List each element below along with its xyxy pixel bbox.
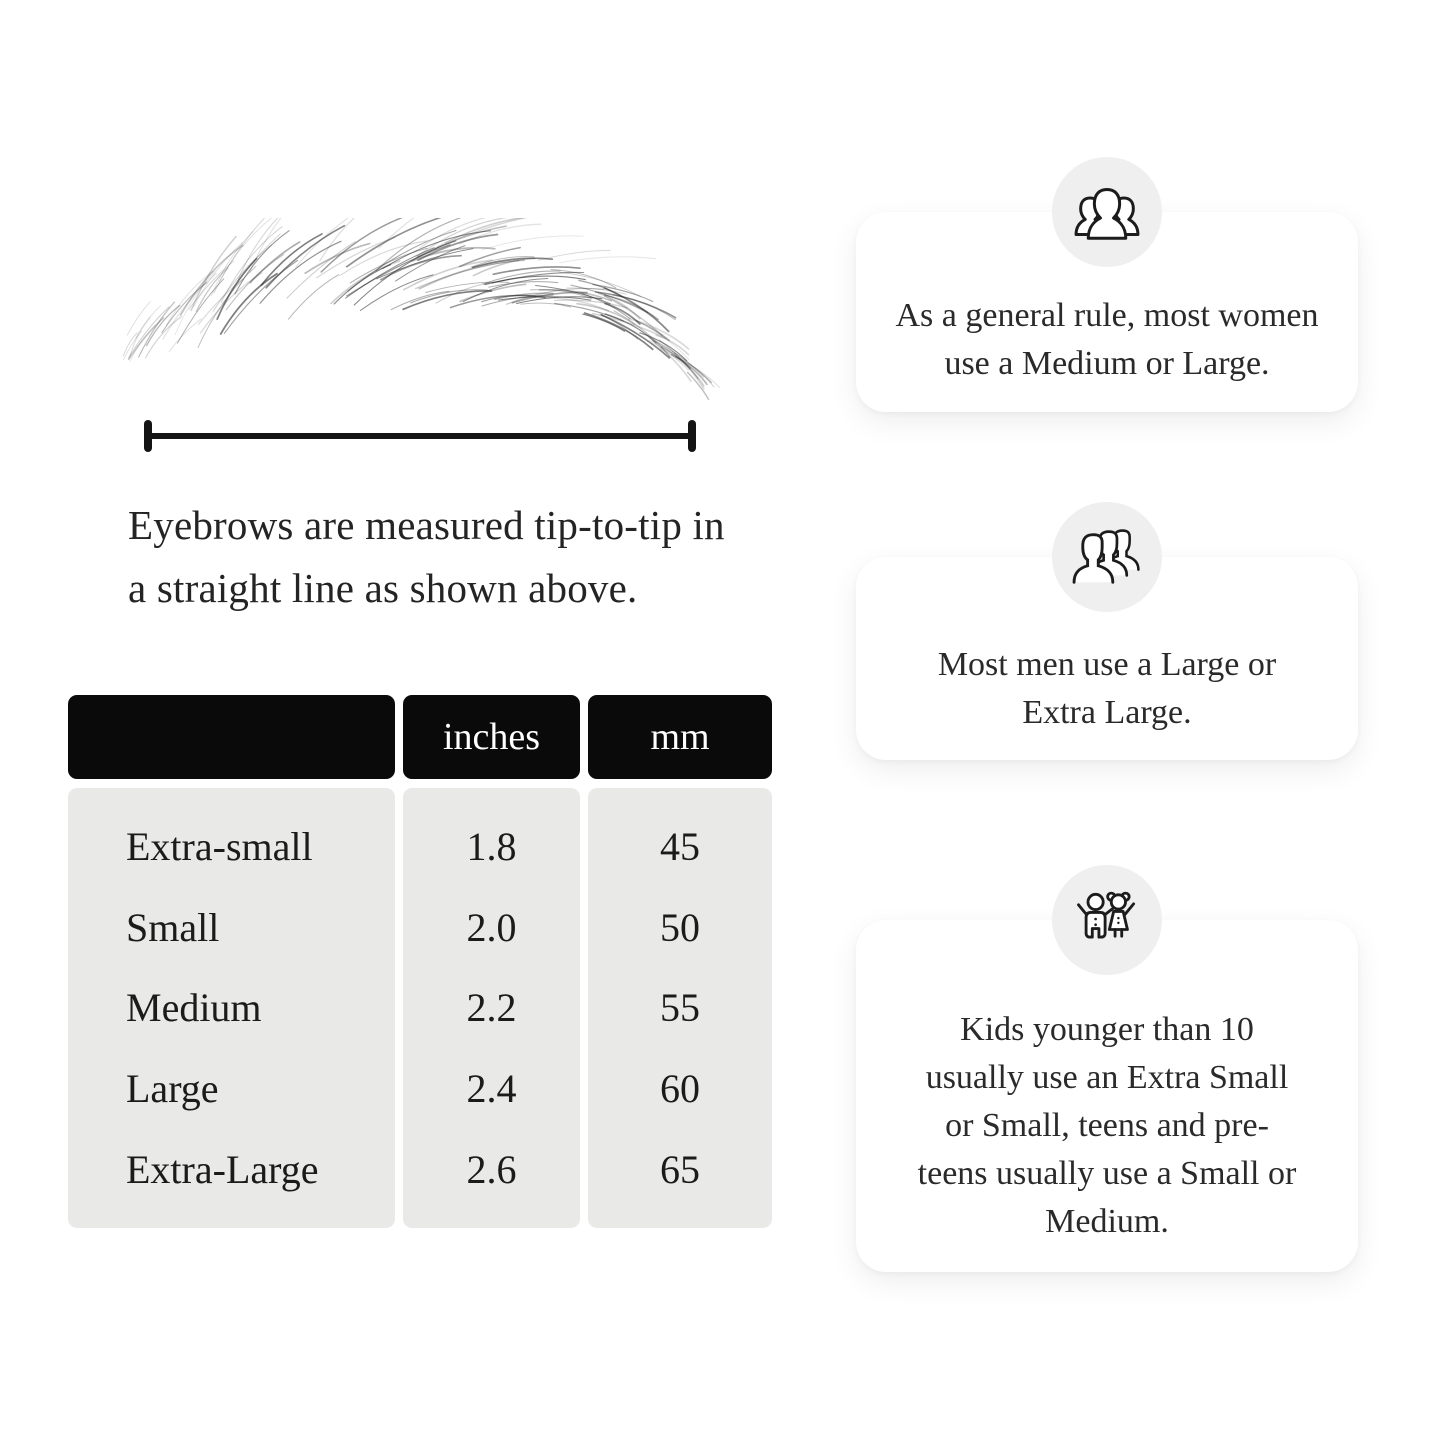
eyebrow-hairs	[123, 218, 720, 400]
inches-value: 1.8	[466, 823, 517, 869]
mm-column: 45 50 55 60 65	[588, 788, 772, 1228]
inches-column: 1.8 2.0 2.2 2.4 2.6	[403, 788, 580, 1228]
icon-circle	[1052, 157, 1162, 267]
size-column-header	[68, 695, 395, 779]
size-name: Medium	[126, 985, 262, 1031]
card-text: Most men use a Large or Extra Large.	[937, 646, 1277, 731]
size-name: Small	[126, 904, 220, 950]
mm-value: 65	[660, 1147, 700, 1193]
mm-value: 55	[660, 985, 700, 1031]
size-table: inches mm Extra-small Small Medium Large…	[68, 695, 772, 1228]
icon-circle	[1052, 865, 1162, 975]
info-card-women: As a general rule, most women use a Medi…	[856, 157, 1358, 412]
women-group-icon	[1074, 188, 1140, 240]
info-card-kids: Kids younger than 10 usually use an Extr…	[856, 865, 1358, 1272]
inches-column-header: inches	[403, 695, 580, 779]
eyebrow-illustration	[123, 218, 720, 452]
card-text: Kids younger than 10 usually use an Extr…	[917, 1011, 1297, 1240]
inches-value: 2.0	[466, 904, 517, 950]
card-text: As a general rule, most women use a Medi…	[895, 297, 1319, 382]
men-group-icon	[1072, 529, 1140, 584]
measurement-line	[144, 420, 696, 452]
figure-caption: Eyebrows are measured tip-to-tip in a st…	[128, 502, 725, 611]
icon-circle	[1052, 502, 1162, 612]
size-name: Extra-small	[126, 823, 313, 869]
size-name-column: Extra-small Small Medium Large Extra-Lar…	[68, 788, 395, 1228]
size-name: Large	[126, 1066, 219, 1112]
mm-value: 45	[660, 823, 700, 869]
inches-value: 2.6	[466, 1147, 517, 1193]
mm-column-header: mm	[588, 695, 772, 779]
mm-value: 60	[660, 1066, 700, 1112]
inches-value: 2.4	[466, 1066, 517, 1112]
kids-icon	[1077, 891, 1136, 939]
inches-value: 2.2	[466, 985, 517, 1031]
info-card-men: Most men use a Large or Extra Large.	[856, 502, 1358, 760]
size-name: Extra-Large	[126, 1147, 319, 1193]
mm-value: 50	[660, 904, 700, 950]
